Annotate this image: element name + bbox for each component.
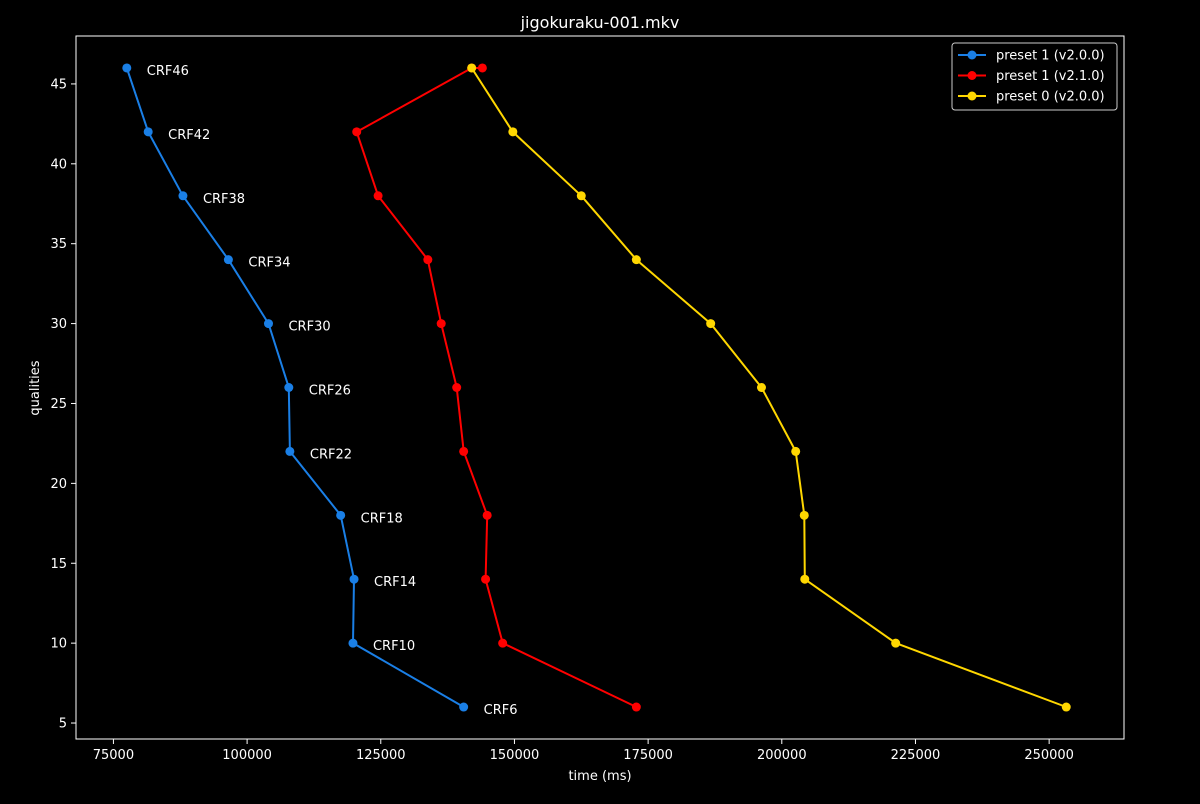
point-annotation: CRF42: [168, 128, 210, 143]
data-point: [122, 63, 132, 73]
data-point: [477, 63, 487, 73]
data-point: [631, 702, 641, 712]
data-point: [452, 383, 462, 392]
y-tick-label: 30: [50, 317, 67, 332]
point-annotation: CRF34: [248, 256, 290, 271]
y-tick-label: 40: [50, 157, 67, 172]
series-line: [355, 67, 637, 708]
data-point: [263, 319, 273, 329]
y-tick-label: 45: [50, 77, 67, 92]
series-layer: [122, 63, 1071, 712]
legend-label: preset 0 (v2.0.0): [996, 90, 1105, 105]
x-axis-label: time (ms): [568, 769, 631, 784]
data-point: [631, 255, 641, 265]
x-tick-label: 250000: [1024, 748, 1074, 763]
series-1: [122, 63, 469, 712]
data-point: [178, 191, 188, 201]
data-point: [285, 446, 295, 456]
data-point: [349, 574, 359, 584]
legend: preset 1 (v2.0.0) preset 1 (v2.1.0) preset…: [951, 42, 1118, 111]
y-tick-label: 35: [50, 237, 67, 252]
y-axis-label: qualities: [28, 360, 43, 415]
axes: 75000 100000 125000 150000 175000 200000 22500…: [50, 35, 1125, 763]
legend-box: [951, 42, 1118, 111]
data-point: [799, 510, 809, 520]
x-tick-label: 150000: [490, 748, 540, 763]
data-point: [436, 319, 446, 329]
point-annotation: CRF26: [309, 384, 351, 399]
data-point: [756, 383, 766, 392]
legend-marker: [967, 71, 977, 80]
data-point: [373, 191, 383, 201]
data-point: [1061, 702, 1071, 712]
y-tick-label: 15: [50, 557, 67, 572]
x-tick-label: 225000: [891, 748, 941, 763]
point-annotation: CRF18: [361, 511, 403, 526]
data-point: [800, 574, 810, 584]
legend-marker: [967, 50, 977, 60]
legend-item: preset 0 (v2.0.0): [958, 90, 1105, 105]
point-annotation: CRF14: [374, 575, 416, 590]
data-point: [459, 446, 469, 456]
plot-area-frame: [75, 35, 1125, 740]
data-point: [336, 510, 346, 520]
annotations-layer: CRF46 CRF42 CRF38 CRF34 CRF30 CRF26 CRF22 CRF18…: [147, 64, 518, 718]
data-point: [791, 446, 801, 456]
data-point: [706, 319, 716, 329]
chart-title: jigokuraku-001.mkv: [520, 13, 680, 32]
data-point: [576, 191, 586, 201]
x-tick-label: 100000: [222, 748, 272, 763]
data-point: [352, 127, 362, 137]
legend-item: preset 1 (v2.1.0): [958, 69, 1105, 84]
x-tick-label: 200000: [757, 748, 807, 763]
data-point: [284, 383, 294, 392]
x-tick-label: 125000: [356, 748, 406, 763]
point-annotation: CRF30: [288, 320, 330, 335]
data-point: [143, 127, 153, 137]
legend-label: preset 1 (v2.0.0): [996, 49, 1105, 64]
data-point: [482, 510, 492, 520]
y-tick-label: 20: [50, 477, 67, 492]
data-point: [508, 127, 518, 137]
data-point: [223, 255, 233, 265]
data-point: [481, 574, 491, 584]
y-tick-label: 25: [50, 397, 67, 412]
x-tick-label: 175000: [623, 748, 673, 763]
legend-label: preset 1 (v2.1.0): [996, 69, 1105, 84]
legend-marker: [967, 91, 977, 101]
series-3: [467, 63, 1071, 712]
point-annotation: CRF38: [203, 192, 245, 207]
point-annotation: CRF46: [147, 64, 189, 79]
data-point: [459, 702, 469, 712]
data-point: [348, 638, 358, 648]
y-tick-label: 5: [59, 717, 67, 732]
x-tick-label: 75000: [93, 748, 134, 763]
data-point: [498, 638, 508, 648]
y-tick-label: 10: [50, 637, 67, 652]
point-annotation: CRF22: [310, 447, 352, 462]
legend-item: preset 1 (v2.0.0): [958, 49, 1105, 64]
point-annotation: CRF10: [373, 639, 415, 654]
data-point: [467, 63, 477, 73]
data-point: [423, 255, 433, 265]
point-annotation: CRF6: [484, 703, 518, 718]
data-point: [891, 638, 901, 648]
